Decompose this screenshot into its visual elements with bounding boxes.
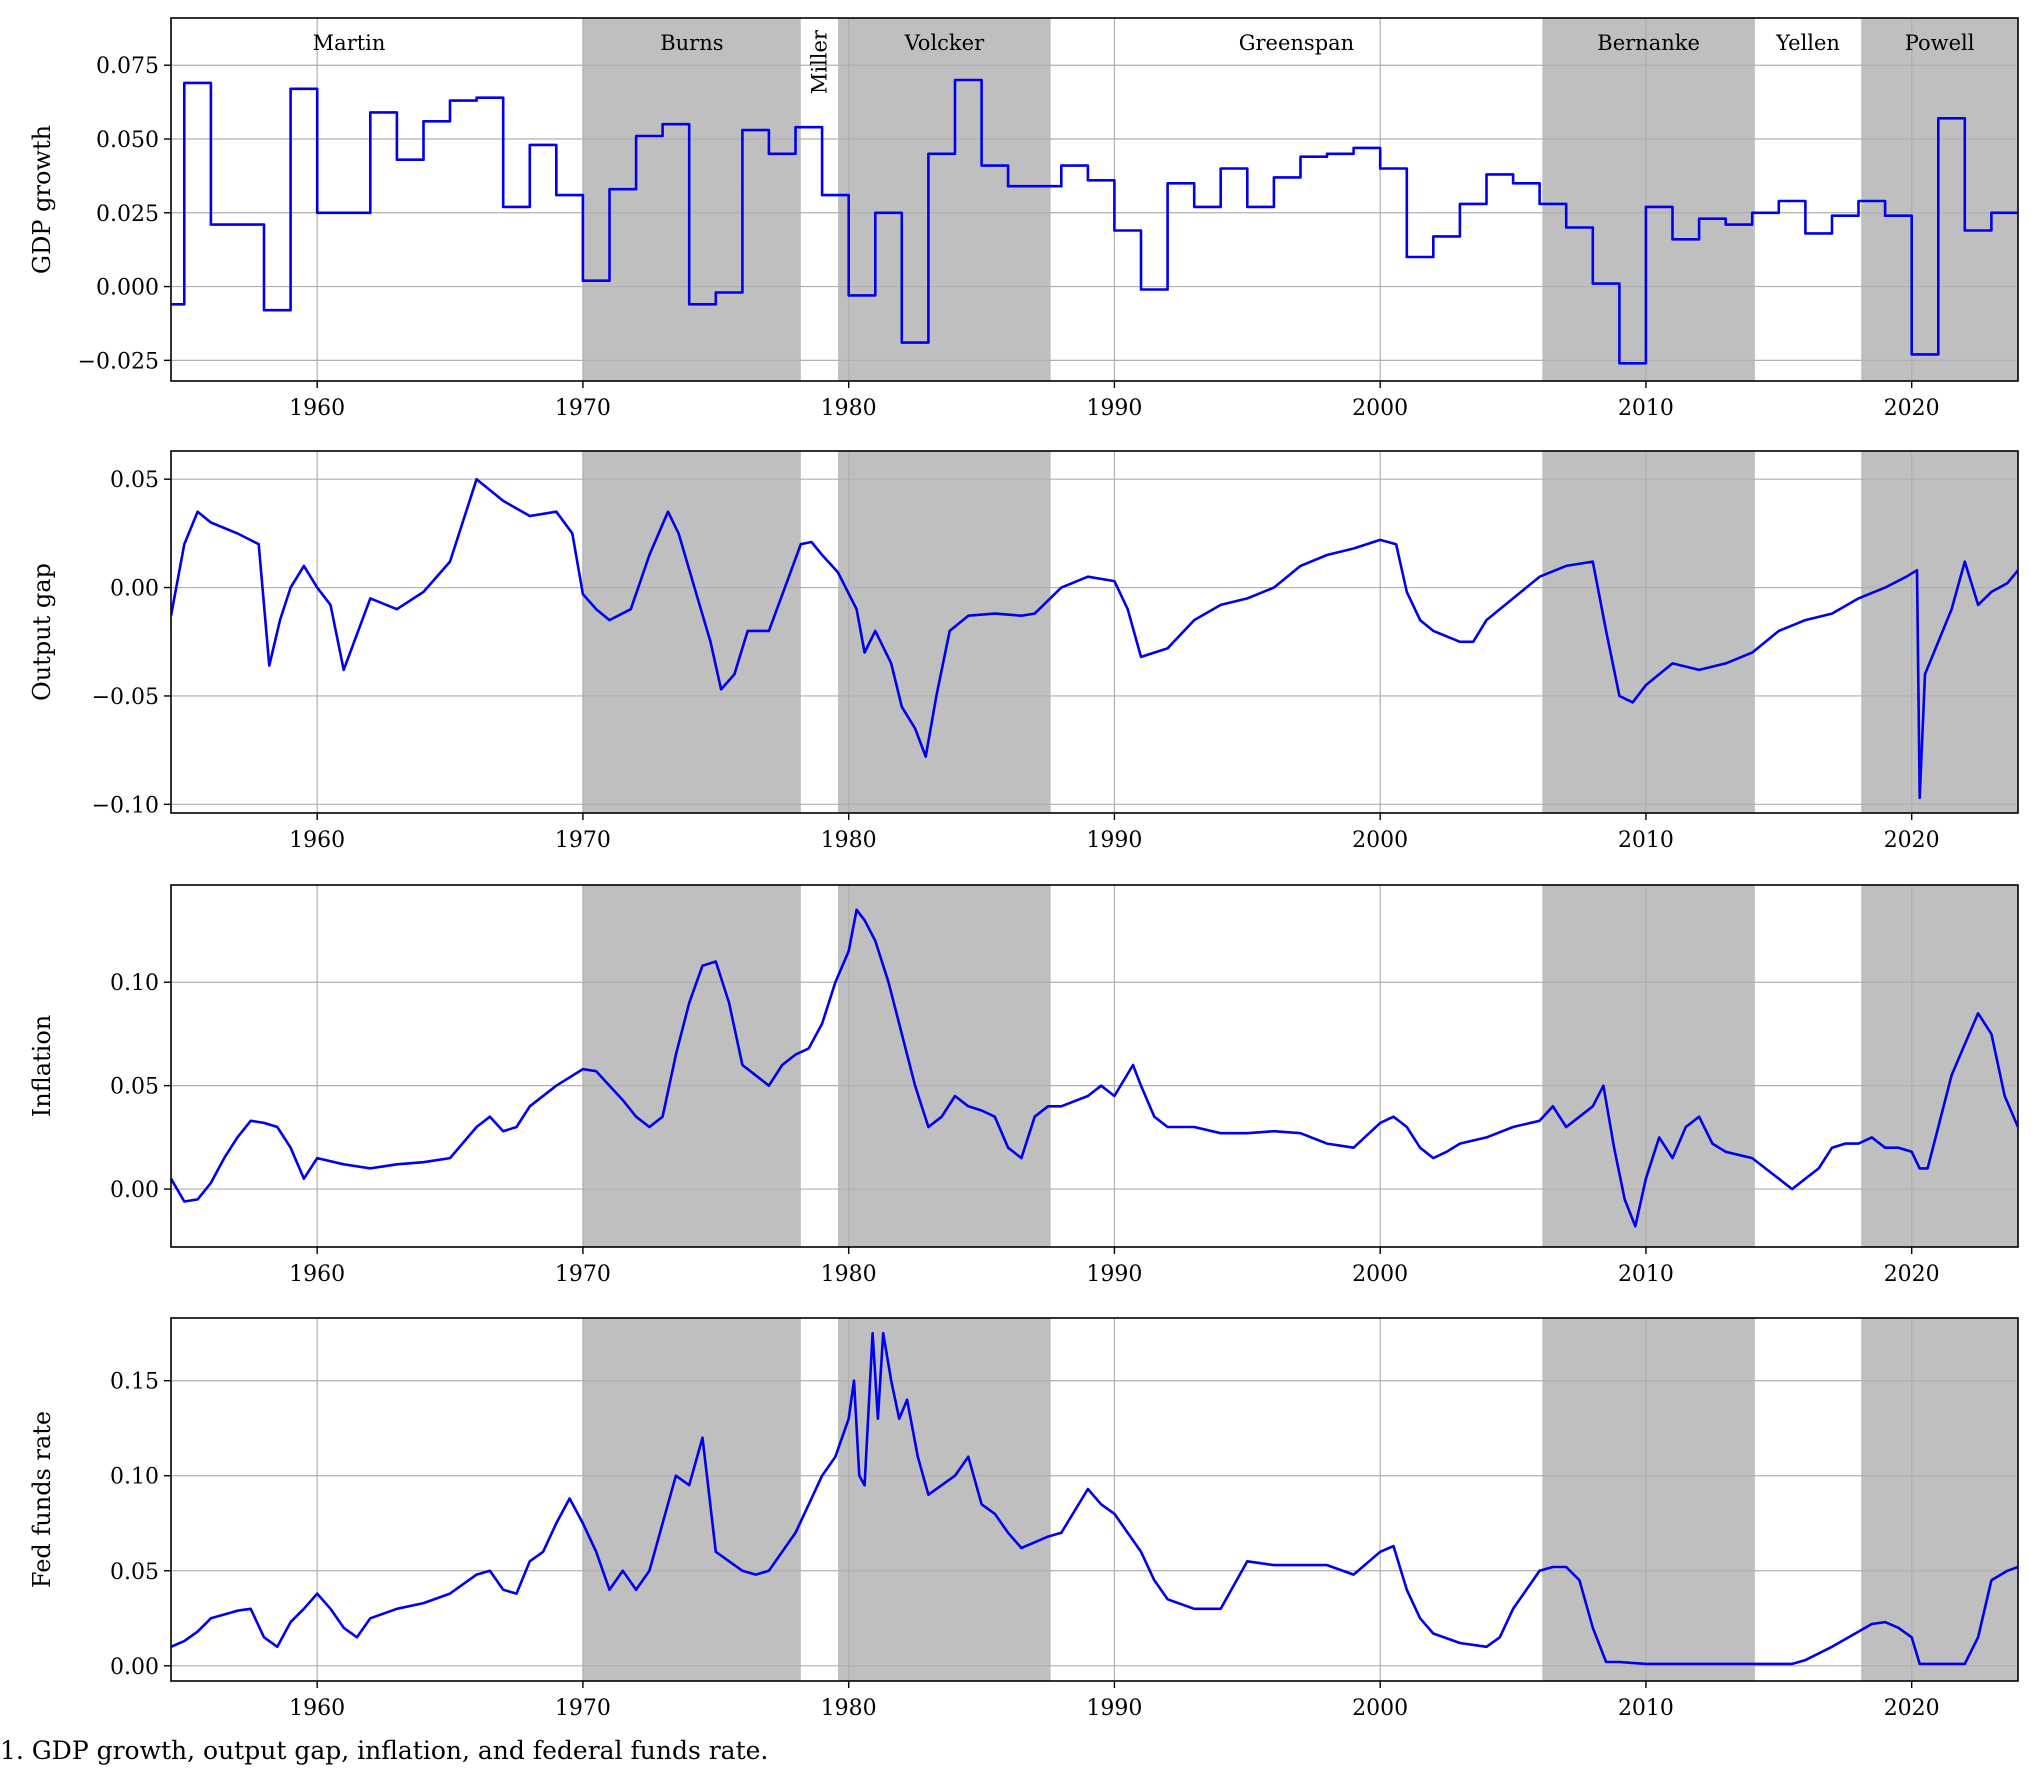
x-tick-label: 1960 [289,1262,345,1287]
x-tick-label: 2010 [1618,1262,1674,1287]
x-tick-label: 2000 [1352,1696,1408,1721]
y-tick-label: 0.05 [110,1560,159,1585]
y-tick-label: 0.00 [110,1655,159,1680]
y-tick-label: 0.025 [96,202,159,227]
chair-shade-burns [582,18,801,381]
chair-shade-volcker [838,885,1051,1247]
y-tick-label: −0.05 [92,685,159,710]
chair-label-miller: Miller [807,29,831,94]
y-tick-label: 0.10 [110,971,159,996]
y-axis-label: Fed funds rate [28,1411,56,1588]
x-tick-label: 1990 [1086,828,1142,853]
chair-label-greenspan: Greenspan [1239,31,1354,55]
x-tick-label: 1980 [821,828,877,853]
y-tick-label: 0.15 [110,1370,159,1395]
x-tick-label: 2010 [1618,828,1674,853]
x-tick-label: 1990 [1086,1262,1142,1287]
chair-shade-volcker [838,18,1051,381]
y-tick-label: 0.00 [110,577,159,602]
chair-label-burns: Burns [660,31,723,55]
y-tick-label: 0.000 [96,276,159,301]
y-axis-label: Inflation [28,1015,56,1117]
chair-label-volcker: Volcker [904,31,986,55]
chair-label-martin: Martin [313,31,386,55]
chair-shade-burns [582,885,801,1247]
series-line-1 [171,908,2018,1228]
x-tick-label: 1960 [289,828,345,853]
x-tick-label: 2000 [1352,1262,1408,1287]
x-tick-label: 2000 [1352,396,1408,421]
x-tick-label: 1980 [821,396,877,421]
y-tick-label: 0.05 [110,468,159,493]
axes-frame [170,17,2019,382]
y-tick-label: 0.00 [110,1178,159,1203]
series-line-1 [171,477,2018,800]
y-tick-label: 0.050 [96,128,159,153]
y-tick-label: 0.10 [110,1465,159,1490]
y-axis-label: Output gap [28,563,56,701]
chair-shade-powell [1861,885,2018,1247]
axes-frame [170,450,2019,814]
x-tick-label: 2020 [1884,396,1940,421]
axes-frame [170,884,2019,1248]
chair-shade-powell [1861,18,2018,381]
panel-2: 1960 1970 1980 1990 2000 2010 2020 −0.10 −0.05 0.… [28,450,2019,853]
x-tick-label: 1970 [555,1696,611,1721]
y-tick-label: 0.075 [96,54,159,79]
chair-label-bernanke: Bernanke [1597,31,1700,55]
series-line-1 [171,1331,2018,1666]
x-tick-label: 2010 [1618,1696,1674,1721]
chair-shade-bernanke [1542,451,1755,813]
figure-caption: 1. GDP growth, output gap, inflation, an… [0,1736,769,1765]
x-tick-label: 1970 [555,396,611,421]
y-tick-label: −0.025 [78,349,159,374]
axes-frame [170,1317,2019,1682]
x-tick-label: 1970 [555,1262,611,1287]
x-tick-label: 1960 [289,396,345,421]
chair-shade-powell [1861,1318,2018,1681]
chair-shade-powell [1861,451,2018,813]
x-tick-label: 2000 [1352,828,1408,853]
y-tick-label: 0.05 [110,1075,159,1100]
chair-shade-volcker [838,1318,1051,1681]
x-tick-label: 2020 [1884,1696,1940,1721]
chair-label-powell: Powell [1905,31,1975,55]
chair-shade-bernanke [1542,1318,1755,1681]
y-axis-label: GDP growth [28,125,56,274]
x-tick-label: 1980 [821,1696,877,1721]
chair-label-yellen: Yellen [1775,31,1840,55]
y-tick-label: −0.10 [92,793,159,818]
x-tick-label: 2020 [1884,828,1940,853]
x-tick-label: 1970 [555,828,611,853]
x-tick-label: 1960 [289,1696,345,1721]
chair-shade-volcker [838,451,1051,813]
x-tick-label: 2010 [1618,396,1674,421]
series-line-1 [171,78,2018,365]
x-tick-label: 1990 [1086,396,1142,421]
x-tick-label: 2020 [1884,1262,1940,1287]
panel-3: 1960 1970 1980 1990 2000 2010 2020 0.00 0.05 0.10… [28,884,2019,1287]
x-tick-label: 1980 [821,1262,877,1287]
chair-shade-burns [582,1318,801,1681]
panel-1: 1960 1970 1980 1990 2000 2010 2020 −0.025 0.000 0… [28,17,2019,421]
chair-shade-bernanke [1542,885,1755,1247]
x-tick-label: 1990 [1086,1696,1142,1721]
chair-shade-bernanke [1542,18,1755,381]
panel-4: 1960 1970 1980 1990 2000 2010 2020 0.00 0.05 0.10… [28,1317,2019,1721]
